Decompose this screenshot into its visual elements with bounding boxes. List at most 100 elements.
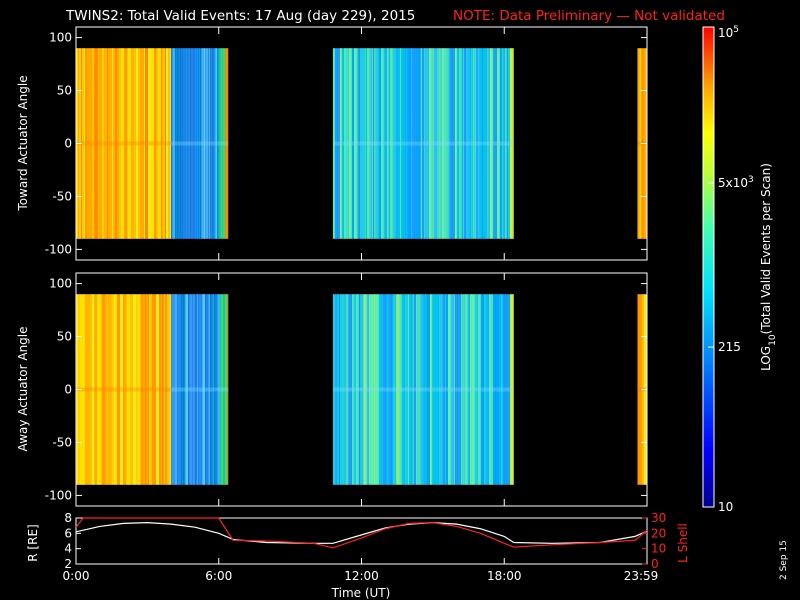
heatmap-cell bbox=[76, 141, 172, 146]
heatmap-cell bbox=[214, 294, 218, 485]
heatmap-cell bbox=[166, 48, 168, 239]
heatmap-cell bbox=[440, 48, 442, 239]
heatmap-cell bbox=[468, 294, 470, 485]
heatmap-cell bbox=[638, 294, 642, 485]
heatmap-cell bbox=[444, 294, 446, 485]
colorbar-tick-label: 10 bbox=[718, 500, 733, 514]
heatmap-cell bbox=[189, 294, 193, 485]
heatmap-cell bbox=[110, 48, 112, 239]
heatmap-cell bbox=[220, 48, 223, 239]
heatmap-cell bbox=[144, 48, 145, 239]
heatmap-cell bbox=[154, 48, 156, 239]
heatmap-cell bbox=[217, 48, 220, 239]
heatmap-cell bbox=[117, 48, 119, 239]
heatmap-cell bbox=[158, 48, 161, 239]
heatmap-cell bbox=[411, 294, 413, 485]
heatmap-cell bbox=[420, 48, 422, 239]
heatmap-cell bbox=[209, 48, 211, 239]
heatmap-cell bbox=[468, 48, 471, 239]
orbit-plot-frame bbox=[75, 517, 648, 565]
heatmap-cell bbox=[383, 48, 385, 239]
heatmap-cell bbox=[339, 48, 342, 239]
heatmap-cell bbox=[83, 294, 85, 485]
away-y-ticks: 100 50 0 -50 -100 bbox=[45, 273, 648, 506]
toward-y-axis-label: Toward Actuator Angle bbox=[16, 75, 30, 211]
r-tick-label: 2 bbox=[64, 557, 72, 571]
heatmap-cell bbox=[373, 294, 376, 485]
heatmap-cell bbox=[141, 48, 144, 239]
heatmap-cell bbox=[197, 294, 199, 485]
heatmap-cell bbox=[112, 294, 114, 485]
heatmap-cell bbox=[471, 294, 475, 485]
heatmap-cell bbox=[169, 294, 170, 485]
heatmap-cell bbox=[412, 294, 414, 485]
colorbar-label: LOG10(Total Valid Events per Scan) bbox=[759, 163, 778, 371]
heatmap-cell bbox=[136, 294, 138, 485]
heatmap-cell bbox=[440, 294, 443, 485]
heatmap-cell bbox=[498, 294, 501, 485]
heatmap-cell bbox=[212, 48, 214, 239]
heatmap-cell bbox=[107, 294, 108, 485]
heatmap-cell bbox=[431, 48, 433, 239]
heatmap-cell bbox=[432, 294, 436, 485]
lshell-axis-label: L Shell bbox=[676, 523, 690, 563]
heatmap-cell bbox=[502, 294, 505, 485]
heatmap-cell bbox=[128, 48, 131, 239]
heatmap-cell bbox=[100, 294, 101, 485]
heatmap-cell bbox=[458, 48, 462, 239]
heatmap-cell bbox=[392, 48, 396, 239]
heatmap-cell bbox=[491, 294, 493, 485]
heatmap-cell bbox=[486, 48, 488, 239]
heatmap-cell bbox=[365, 48, 367, 239]
heatmap-cell bbox=[180, 294, 182, 485]
heatmap-cell bbox=[149, 294, 150, 485]
heatmap-cell bbox=[185, 48, 188, 239]
heatmap-cell bbox=[171, 48, 173, 239]
heatmap-cell bbox=[201, 48, 204, 239]
heatmap-cell bbox=[152, 294, 155, 485]
heatmap-cell bbox=[512, 48, 514, 239]
heatmap-cell bbox=[223, 294, 225, 485]
heatmap-cell bbox=[116, 48, 117, 239]
heatmap-cell bbox=[477, 294, 481, 485]
heatmap-cell bbox=[346, 48, 349, 239]
heatmap-cell bbox=[361, 48, 365, 239]
heatmap-cell bbox=[194, 48, 197, 239]
heatmap-cell bbox=[99, 48, 102, 239]
heatmap-cell bbox=[163, 294, 164, 485]
heatmap-cell bbox=[348, 48, 352, 239]
heatmap-cell bbox=[375, 48, 379, 239]
heatmap-cell bbox=[332, 141, 514, 146]
away-heatmap-cells bbox=[76, 294, 647, 485]
heatmap-cell bbox=[97, 294, 100, 485]
heatmap-cell bbox=[496, 48, 500, 239]
heatmap-cell bbox=[187, 48, 189, 239]
heatmap-cell bbox=[506, 294, 510, 485]
heatmap-cell bbox=[76, 387, 172, 392]
heatmap-cell bbox=[509, 294, 511, 485]
heatmap-cell bbox=[177, 294, 181, 485]
heatmap-cell bbox=[202, 294, 206, 485]
heatmap-cell bbox=[425, 48, 429, 239]
x-tick-label: 23:59 bbox=[624, 569, 659, 583]
heatmap-cell bbox=[474, 294, 478, 485]
toward-y-ticks: 100 50 0 -50 -100 bbox=[45, 27, 648, 260]
heatmap-cell bbox=[395, 48, 398, 239]
heatmap-cell bbox=[198, 48, 201, 239]
heatmap-cell bbox=[638, 48, 640, 239]
heatmap-cell bbox=[413, 294, 416, 485]
heatmap-cell bbox=[487, 48, 490, 239]
heatmap-cell bbox=[500, 294, 503, 485]
heatmap-cell bbox=[436, 48, 439, 239]
heatmap-cell bbox=[372, 48, 374, 239]
heatmap-cell bbox=[161, 48, 162, 239]
preliminary-note: NOTE: Data Preliminary — Not validated bbox=[453, 8, 725, 24]
heatmap-cell bbox=[108, 48, 110, 239]
heatmap-cell bbox=[422, 294, 425, 485]
heatmap-cell bbox=[133, 294, 135, 485]
heatmap-cell bbox=[127, 48, 128, 239]
x-axis-label: Time (UT) bbox=[331, 586, 391, 600]
heatmap-cell bbox=[145, 294, 146, 485]
heatmap-cell bbox=[358, 294, 360, 485]
heatmap-cell bbox=[454, 48, 457, 239]
